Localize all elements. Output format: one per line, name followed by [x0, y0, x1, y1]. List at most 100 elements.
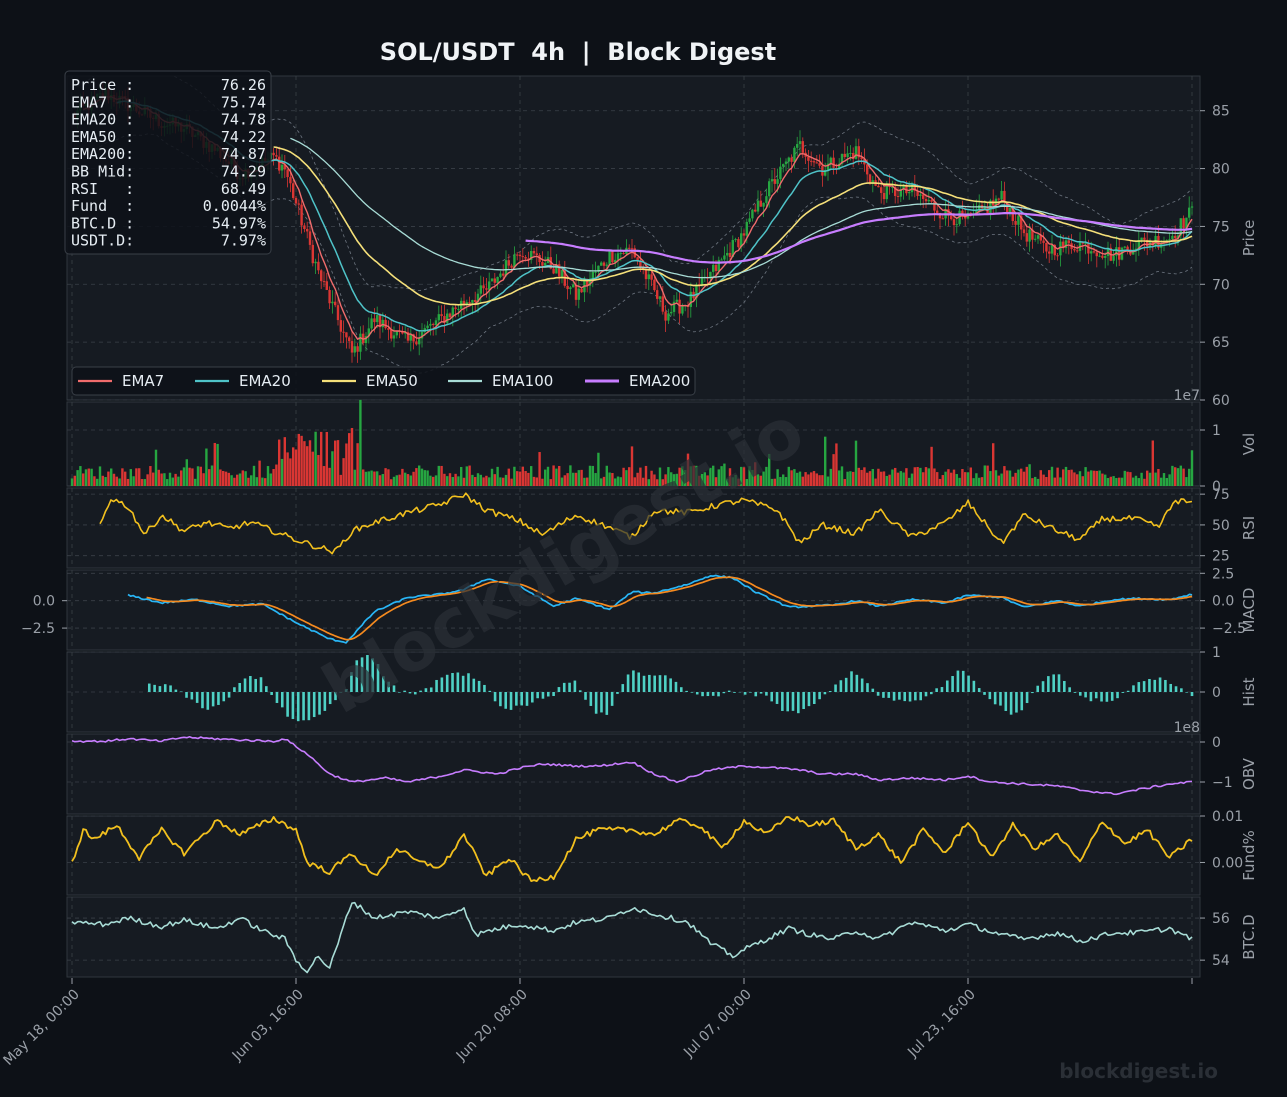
candle-body: [434, 320, 438, 325]
price-ytick-label: 60: [1212, 393, 1230, 409]
volume-bar: [437, 465, 440, 486]
candle-body: [594, 271, 597, 273]
volume-bar: [980, 477, 984, 486]
volume-bar: [821, 475, 824, 486]
candle-body: [961, 210, 964, 215]
volume-bar: [1028, 464, 1031, 486]
volume-bar: [160, 473, 163, 486]
candle-body: [387, 328, 390, 330]
hist-ytick-label: 0: [1212, 685, 1221, 701]
candle-body: [1076, 250, 1079, 252]
volume-bar: [1137, 478, 1140, 486]
candle-body: [1053, 244, 1056, 256]
candle-body: [784, 161, 788, 165]
volume-bar: [339, 474, 342, 486]
volume-bar: [927, 468, 930, 486]
volume-bar: [182, 467, 186, 486]
volume-bar: [208, 469, 211, 486]
volume-bar: [118, 478, 121, 486]
volume-bar: [975, 473, 978, 486]
volume-bar: [1039, 470, 1042, 486]
candle-body: [325, 281, 328, 290]
ema100-line: [290, 137, 1193, 279]
candle-body: [437, 314, 440, 321]
candle-body: [555, 264, 558, 274]
hist-bar: [1031, 692, 1034, 694]
candle-body: [801, 141, 804, 153]
hist-bar: [658, 675, 662, 692]
volume-bar: [1157, 469, 1160, 486]
volume-bar: [602, 476, 606, 486]
hist-bar: [818, 692, 821, 700]
volume-bar: [728, 468, 732, 486]
hist-bar: [1094, 692, 1098, 699]
hist-bar: [727, 690, 731, 692]
candle-body: [356, 346, 359, 352]
candle-body: [367, 328, 370, 337]
candle-body: [513, 254, 516, 268]
volume-bar: [426, 470, 429, 486]
hist-bar: [302, 692, 305, 721]
candle-body: [924, 198, 928, 202]
candle-body: [1140, 237, 1143, 241]
info-value: 54.97%: [212, 214, 266, 232]
hist-bar: [509, 692, 513, 710]
candle-body: [1126, 246, 1129, 250]
candle-body: [342, 331, 345, 333]
volume-bar: [314, 431, 317, 486]
hist-bar: [956, 670, 960, 692]
volume-bar: [807, 474, 810, 486]
hist-bar: [275, 692, 279, 703]
volume-bar: [857, 467, 860, 486]
candle-body: [852, 152, 855, 159]
candle-body: [289, 177, 292, 184]
candle-body: [507, 260, 510, 266]
hist-bar: [185, 692, 188, 698]
hist-bar: [1063, 680, 1066, 692]
hist-bar: [318, 692, 321, 715]
price-ytick-label: 70: [1212, 277, 1230, 293]
volume-bar: [678, 467, 681, 486]
hist-bar: [1036, 685, 1040, 692]
volume-bar: [614, 478, 617, 486]
hist-bar: [1100, 692, 1103, 702]
volume-bar: [910, 473, 914, 486]
volume-bar: [401, 468, 404, 486]
candle-body: [894, 186, 897, 197]
volume-bar: [294, 449, 298, 486]
volume-bar: [686, 453, 690, 486]
volume-bar: [642, 477, 645, 486]
candle-body: [418, 338, 421, 345]
info-value: 74.22: [221, 128, 266, 146]
volume-bar: [759, 475, 762, 486]
candle-body: [278, 156, 281, 171]
volume-bar: [628, 467, 631, 486]
price-ytick-label: 75: [1212, 219, 1230, 235]
hist-bar: [834, 684, 837, 692]
candle-body: [880, 187, 883, 193]
candle-body: [465, 302, 468, 304]
volume-bar: [754, 462, 757, 486]
volume-bar: [1056, 467, 1059, 486]
volume-bar: [726, 478, 729, 486]
candle-body: [1031, 229, 1034, 240]
volume-bar: [474, 477, 477, 486]
bollinger-lower: [71, 133, 1193, 374]
price-ytick-label: 85: [1212, 104, 1230, 120]
hist-bar: [743, 692, 747, 695]
volume-bar: [79, 466, 82, 486]
volume-bar: [269, 473, 272, 486]
hist-bar: [1009, 692, 1013, 715]
info-value: 0.0044%: [203, 197, 266, 215]
volume-bar: [451, 477, 454, 486]
candle-body: [429, 323, 432, 326]
volume-bar: [115, 476, 118, 486]
volume-bar: [124, 471, 127, 486]
volume-bar: [597, 452, 600, 486]
candle-body: [303, 225, 306, 230]
info-label: RSI :: [71, 180, 134, 198]
volume-bar: [790, 470, 793, 486]
volume-bar: [840, 466, 844, 486]
candle-body: [681, 305, 684, 314]
hist-bar: [195, 692, 199, 703]
